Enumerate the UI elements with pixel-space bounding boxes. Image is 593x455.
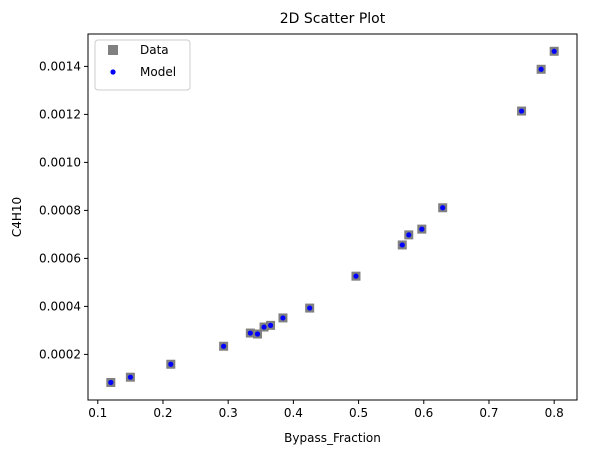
x-tick-label: 0.3 (219, 406, 238, 420)
legend-marker-data (108, 45, 118, 55)
x-axis-label: Bypass_Fraction (284, 431, 381, 445)
y-tick-label: 0.0006 (39, 251, 81, 265)
model-point-circle (254, 331, 261, 337)
model-point-circle (127, 374, 133, 380)
model-point-circle (267, 322, 274, 328)
chart-title: 2D Scatter Plot (280, 11, 386, 27)
model-point-circle (538, 66, 544, 72)
x-tick-label: 0.2 (153, 406, 172, 420)
model-point-circle (108, 379, 114, 386)
y-tick-label: 0.0012 (39, 107, 81, 121)
model-point-circle (419, 226, 425, 232)
x-tick-label: 0.6 (414, 406, 433, 420)
axis-ticks: 0.1 0.2 0.3 0.4 0.5 0.6 0.7 0.8 0.0002 0.0004 0.00… (39, 59, 564, 420)
model-point-circle (406, 232, 412, 238)
model-point-circle (247, 330, 253, 336)
x-tick-label: 0.4 (284, 406, 303, 420)
legend-marker-model (110, 69, 116, 75)
y-tick-label: 0.0014 (39, 59, 81, 73)
legend-label: Model (140, 65, 176, 79)
x-tick-label: 0.1 (88, 406, 107, 420)
model-point-circle (353, 273, 359, 279)
model-point-circle (221, 343, 227, 349)
legend-label: Data (140, 43, 169, 57)
x-tick-label: 0.7 (479, 406, 498, 420)
plot-points (106, 46, 559, 387)
model-point-circle (518, 108, 525, 114)
y-tick-label: 0.0008 (39, 203, 81, 217)
model-point-circle (399, 242, 405, 248)
model-point-circle (280, 315, 286, 321)
model-point-circle (551, 48, 557, 54)
plot-frame (87, 33, 578, 401)
y-tick-label: 0.0002 (39, 347, 81, 361)
model-point-circle (261, 324, 267, 330)
legend-items: Data Model (108, 43, 176, 79)
x-tick-label: 0.8 (545, 406, 564, 420)
model-point-circle (440, 205, 446, 211)
x-tick-label: 0.5 (349, 406, 368, 420)
y-axis-label: C4H10 (10, 197, 24, 237)
legend: Data Model (94, 39, 191, 91)
legend-box (94, 39, 191, 91)
y-tick-label: 0.0010 (39, 155, 81, 169)
model-point-circle (307, 305, 313, 311)
model-point-circle (168, 361, 174, 367)
y-tick-label: 0.0004 (39, 299, 81, 313)
